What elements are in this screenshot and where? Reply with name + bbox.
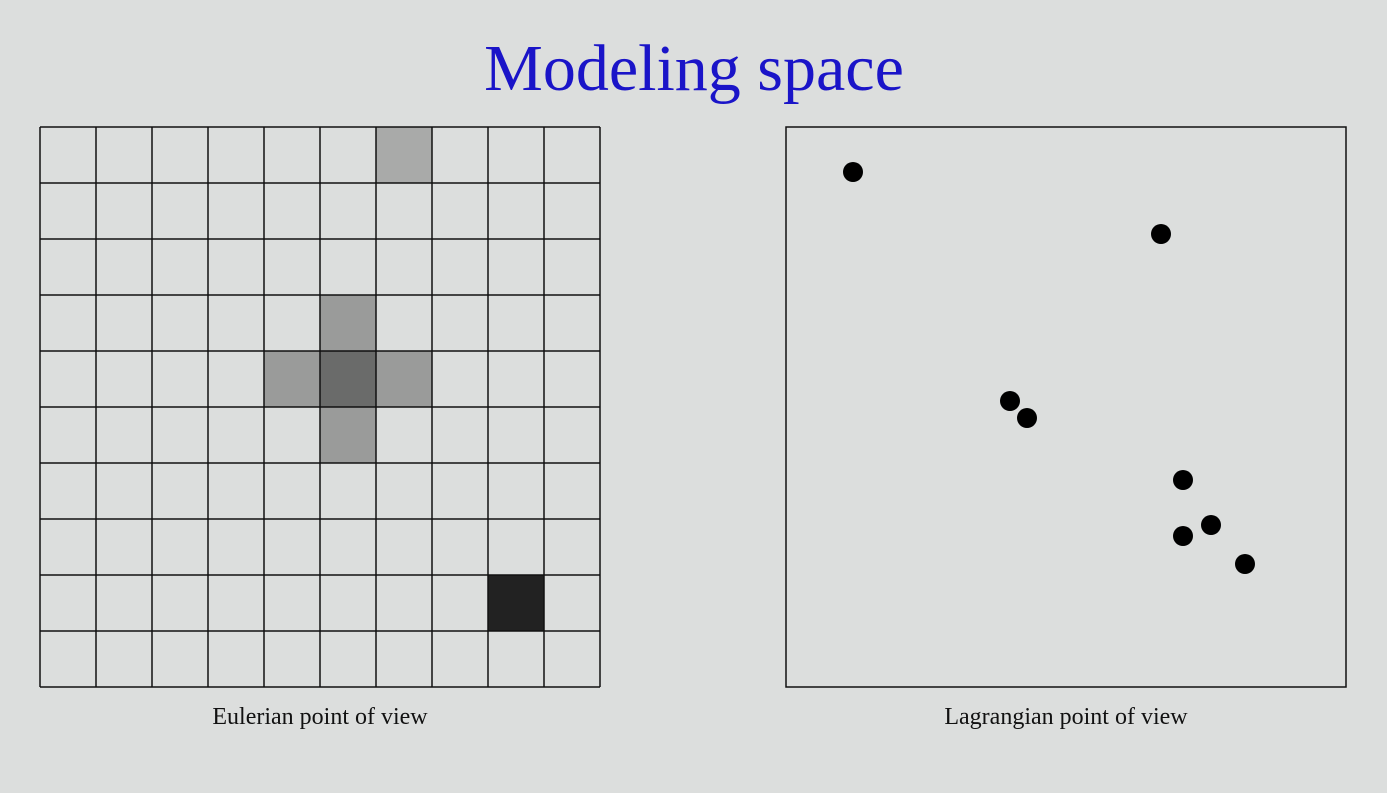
panel-caption: Eulerian point of view — [212, 704, 428, 730]
eulerian-grid — [39, 126, 601, 688]
particle — [1173, 526, 1193, 546]
particle — [1017, 408, 1037, 428]
particle — [1235, 554, 1255, 574]
slide-title: Modeling space — [484, 32, 904, 105]
particle — [1173, 470, 1193, 490]
particle — [1151, 224, 1171, 244]
shaded-cell — [320, 407, 376, 463]
shaded-cell — [488, 575, 544, 631]
lagrangian-box — [785, 126, 1347, 688]
particle — [1000, 391, 1020, 411]
particle — [843, 162, 863, 182]
shaded-cell — [264, 351, 320, 407]
shaded-cell — [376, 127, 432, 183]
particle — [1201, 515, 1221, 535]
shaded-cell — [320, 295, 376, 351]
shaded-cell — [320, 351, 376, 407]
particles — [843, 162, 1255, 574]
shaded-cell — [376, 351, 432, 407]
panel-caption: Lagrangian point of view — [944, 704, 1188, 730]
